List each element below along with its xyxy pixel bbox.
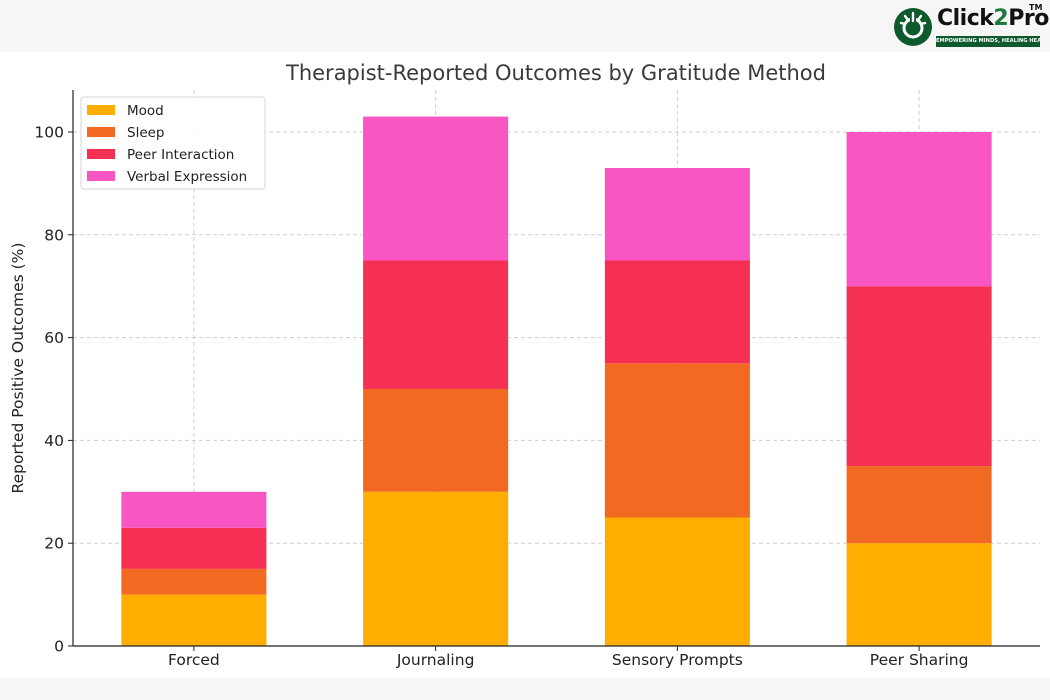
bar-forced-mood	[121, 594, 267, 646]
axes: 0 20 40 60 80 100 Forced Journaling Sensory Prom…	[34, 90, 1040, 669]
bar-journaling-verbal-expression	[363, 116, 509, 261]
legend-label: Sleep	[127, 125, 165, 141]
bars	[121, 116, 992, 646]
legend: Mood Sleep Peer Interaction Verbal Expressi…	[80, 96, 266, 190]
chart-title: Therapist-Reported Outcomes by Gratitude…	[285, 61, 826, 85]
bar-journaling-sleep	[363, 389, 509, 492]
legend-label: Verbal Expression	[127, 169, 247, 185]
bar-sensory-prompts-verbal-expression	[604, 167, 750, 261]
logo-wordmark: Click2Pro	[937, 6, 1049, 32]
y-axis-label: Reported Positive Outcomes (%)	[9, 243, 27, 494]
x-tick-label: Forced	[168, 651, 220, 669]
bar-peer-sharing-verbal-expression	[846, 132, 992, 287]
legend-label: Peer Interaction	[127, 147, 234, 163]
logo-word-two: 2	[993, 6, 1009, 31]
bar-forced-sleep	[121, 568, 267, 595]
bar-journaling-mood	[363, 491, 509, 646]
legend-box	[80, 96, 266, 190]
logo-word-pro: Pro	[1008, 6, 1049, 31]
x-tick-label: Peer Sharing	[870, 651, 969, 669]
legend-label: Mood	[127, 103, 164, 119]
y-tick-label: 0	[54, 638, 64, 656]
bar-peer-sharing-sleep	[846, 466, 992, 544]
bar-sensory-prompts-mood	[604, 517, 750, 646]
legend-swatch	[87, 171, 115, 181]
bar-sensory-prompts-sleep	[604, 363, 750, 518]
y-tick-label: 100	[34, 124, 64, 142]
legend-swatch	[87, 127, 115, 137]
bar-sensory-prompts-peer-interaction	[604, 260, 750, 364]
x-tick-label: Journaling	[396, 651, 475, 669]
logo-tagline: EMPOWERING MINDS, HEALING HEARTS	[936, 36, 1040, 47]
bar-peer-sharing-peer-interaction	[846, 286, 992, 467]
y-tick-label: 60	[44, 329, 64, 347]
legend-swatch	[87, 149, 115, 159]
y-tick-label: 80	[44, 226, 64, 244]
y-tick-label: 20	[44, 535, 64, 553]
logo-trademark: TM	[1029, 3, 1043, 12]
click2pro-logo: Click2Pro TM EMPOWERING MINDS, HEALING H…	[893, 3, 1049, 49]
y-tick-label: 40	[44, 432, 64, 450]
bar-forced-peer-interaction	[121, 527, 267, 569]
logo-mark-icon	[894, 8, 932, 46]
bar-forced-verbal-expression	[121, 491, 267, 528]
bar-peer-sharing-mood	[846, 543, 992, 646]
legend-swatch	[87, 105, 115, 115]
x-tick-label: Sensory Prompts	[612, 651, 743, 669]
bar-journaling-peer-interaction	[363, 260, 509, 389]
logo-word-click: Click	[937, 6, 994, 31]
